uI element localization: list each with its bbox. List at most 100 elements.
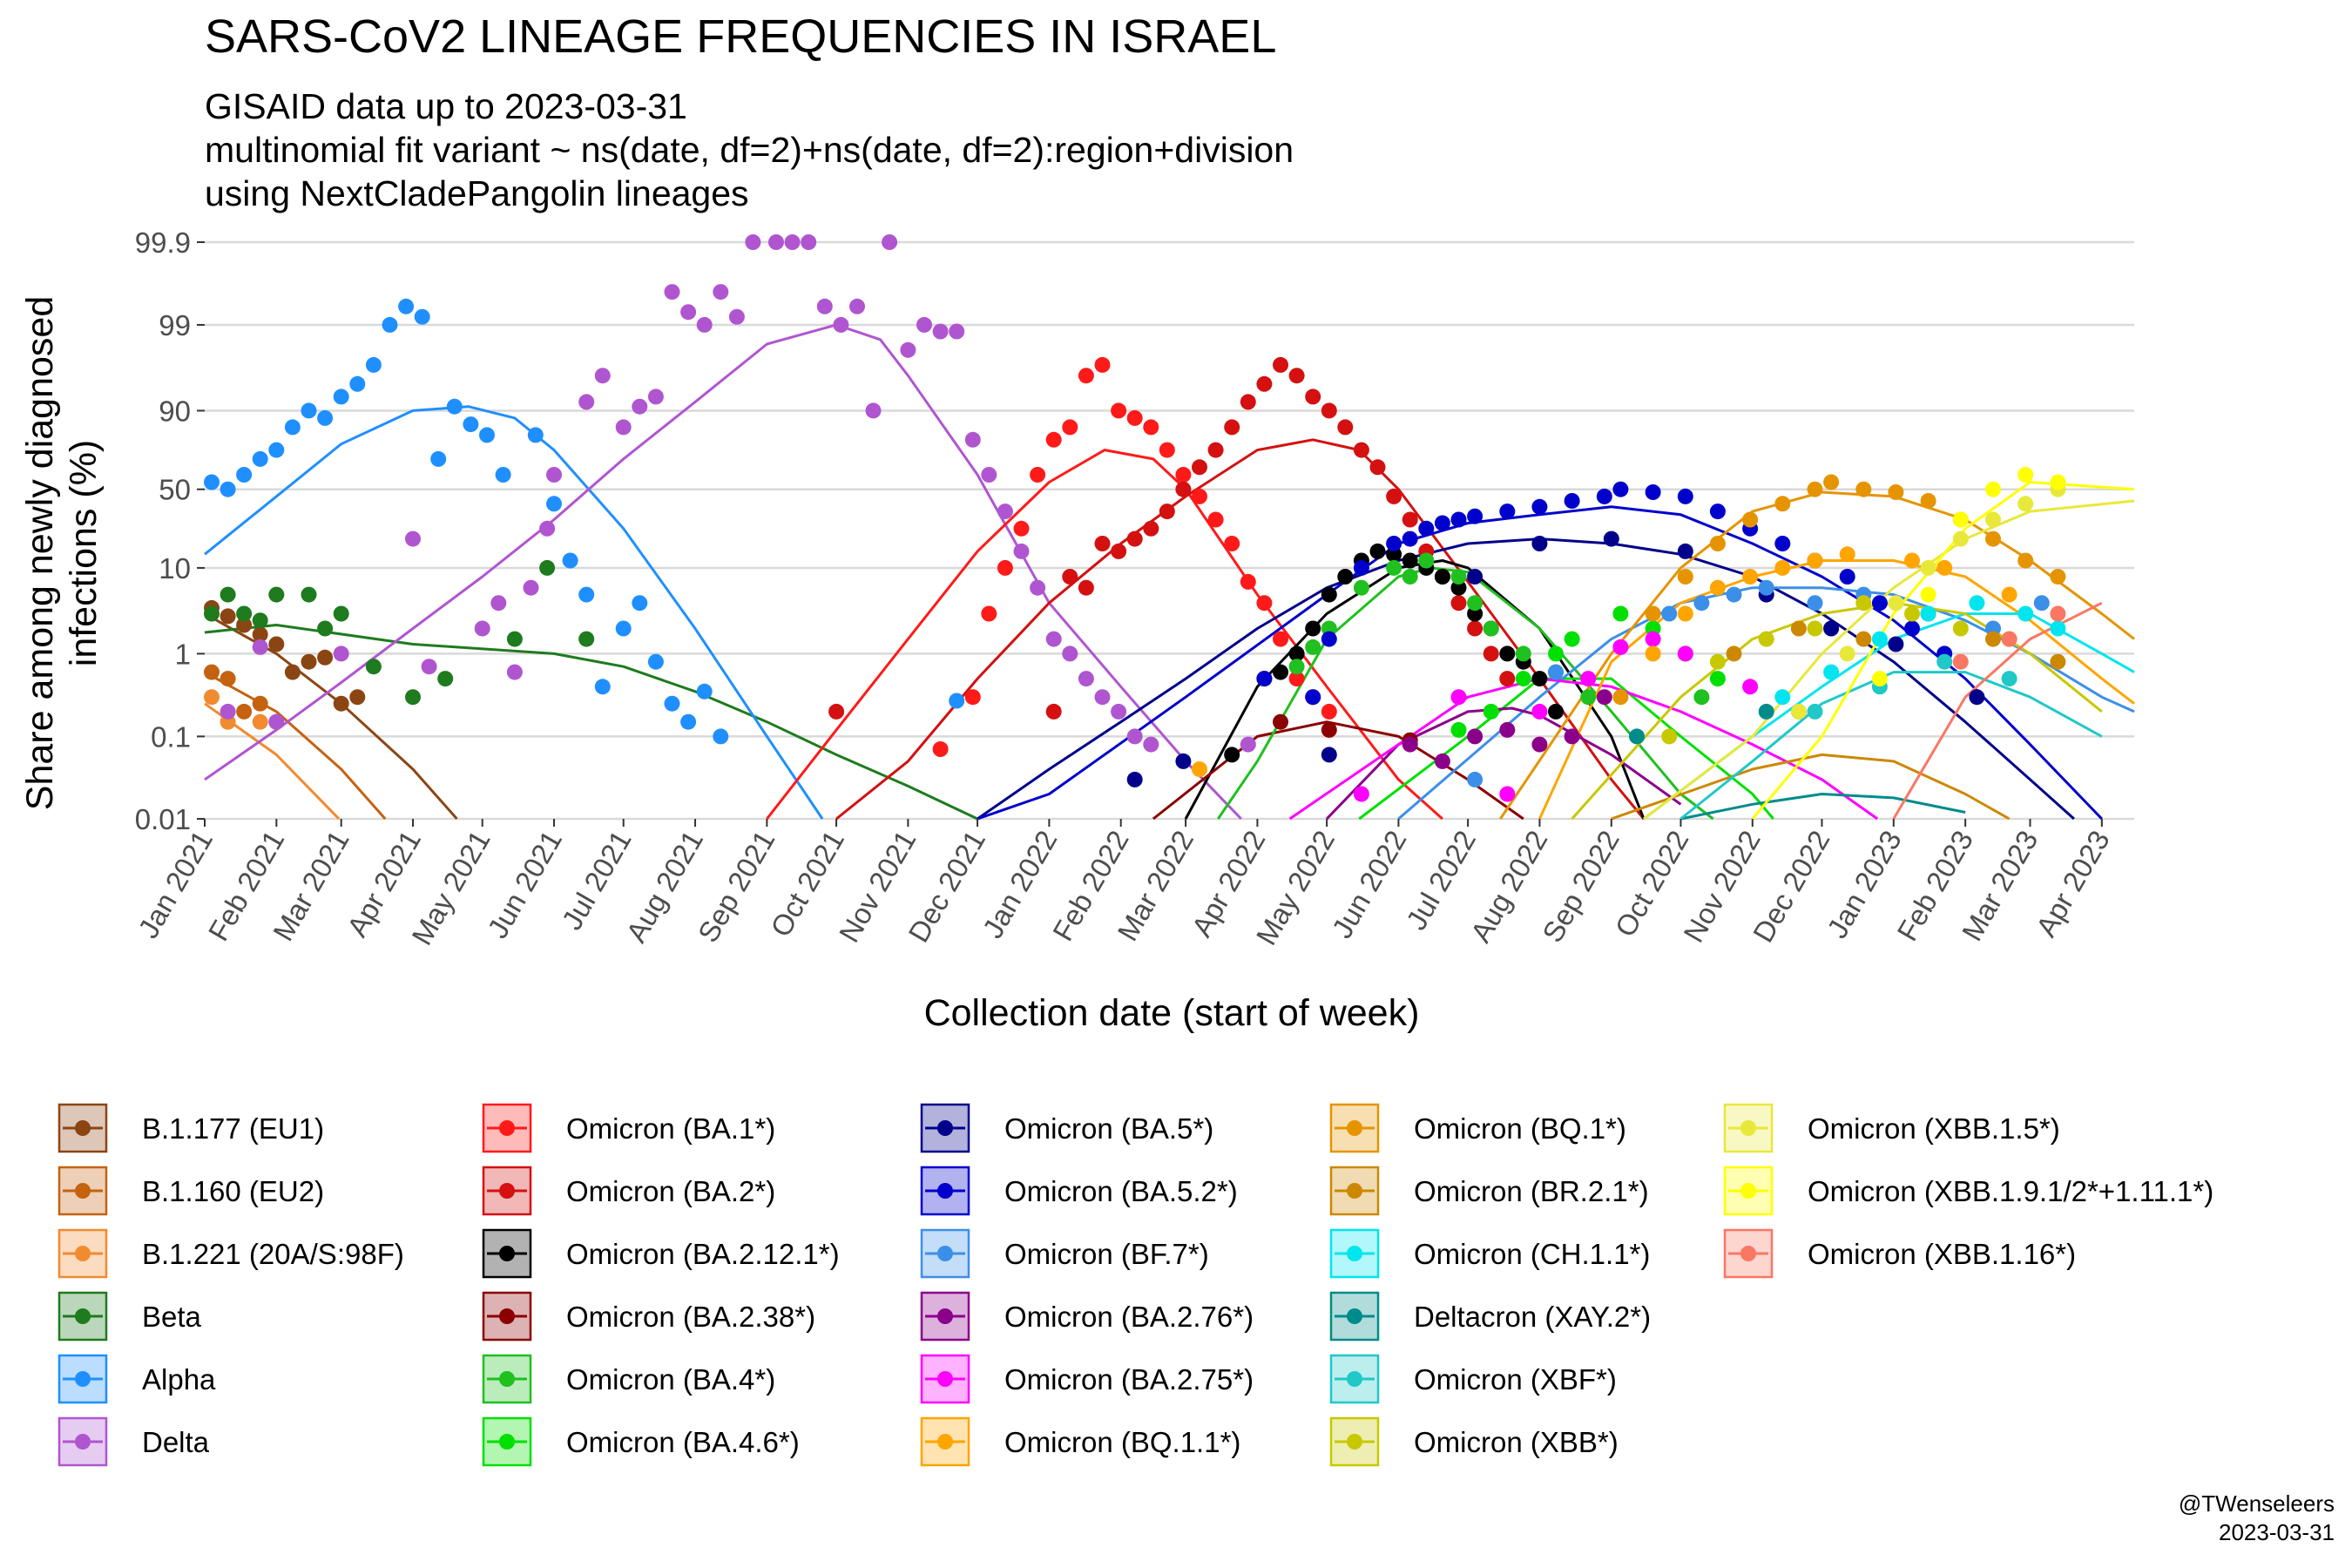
chart-subtitle-2: multinomial fit variant ~ ns(date, df=2)… bbox=[205, 130, 1294, 170]
point-omicron-bq-1 bbox=[1742, 511, 1759, 528]
legend-dot bbox=[937, 1308, 953, 1324]
point-alpha bbox=[317, 409, 334, 426]
y-tick-label: 1 bbox=[175, 638, 191, 670]
point-delta bbox=[1062, 645, 1078, 662]
point-delta bbox=[333, 645, 349, 662]
fit-line-alpha bbox=[204, 405, 824, 820]
point-omicron-ba-2 bbox=[1175, 481, 1192, 497]
point-omicron-ba-1 bbox=[1062, 419, 1078, 436]
point-omicron-ba-2 bbox=[1369, 459, 1386, 476]
point-alpha bbox=[446, 398, 463, 415]
point-delta bbox=[1094, 689, 1111, 706]
legend-dot bbox=[1740, 1183, 1756, 1199]
point-omicron-bq-1 bbox=[1888, 484, 1904, 500]
legend-item-omicron-xbb-1-9-1-2-1-11-1: Omicron (XBB.1.9.1/2*+1.11.1*) bbox=[1723, 1166, 2213, 1216]
point-b-1-221-20a-s-98f bbox=[204, 689, 220, 706]
legend-label: Omicron (BA.1*) bbox=[566, 1112, 775, 1145]
point-alpha bbox=[284, 419, 301, 436]
point-alpha bbox=[632, 595, 648, 612]
point-omicron-bq-1 bbox=[1855, 481, 1872, 497]
point-delta bbox=[615, 419, 632, 436]
point-omicron-ba-5-2 bbox=[1709, 504, 1726, 520]
fit-line-omicron-bq-1 bbox=[1499, 490, 2135, 820]
point-b-1-160-eu2 bbox=[236, 703, 253, 720]
y-tick-label: 10 bbox=[159, 552, 191, 585]
point-omicron-bf-7 bbox=[1726, 586, 1742, 603]
fit-line-deltacron-xay-2 bbox=[1680, 793, 1966, 821]
point-delta bbox=[882, 234, 898, 250]
point-beta bbox=[252, 612, 268, 629]
legend-dot bbox=[499, 1434, 515, 1450]
legend-item-omicron-bq-1: Omicron (BQ.1*) bbox=[1329, 1103, 1626, 1153]
point-omicron-ba-2 bbox=[1240, 394, 1256, 410]
fit-line-omicron-xbb-1-5 bbox=[1643, 499, 2135, 821]
title-block: SARS-CoV2 LINEAGE FREQUENCIES IN ISRAEL … bbox=[205, 10, 1294, 213]
fit-line-omicron-ch-1-1 bbox=[1643, 612, 2135, 821]
point-alpha bbox=[349, 375, 366, 392]
point-omicron-ba-4 bbox=[1288, 659, 1305, 675]
legend-item-omicron-ba-2-38: Omicron (BA.2.38*) bbox=[482, 1291, 815, 1342]
legend-item-omicron-ba-5-2: Omicron (BA.5.2*) bbox=[920, 1166, 1238, 1216]
legend-item-b-1-177-eu1: B.1.177 (EU1) bbox=[57, 1103, 324, 1153]
point-alpha bbox=[713, 728, 729, 745]
point-delta bbox=[1030, 579, 1046, 596]
point-omicron-ba-2 bbox=[1450, 595, 1467, 612]
point-omicron-ba-5-2 bbox=[1564, 493, 1580, 509]
point-omicron-xbb-1-16 bbox=[2001, 631, 2017, 647]
point-omicron-ba-1 bbox=[1111, 402, 1127, 419]
point-omicron-ba-2-75 bbox=[1353, 786, 1369, 802]
y-axis-label-line-2: infections (%) bbox=[63, 440, 105, 666]
legend-dot bbox=[1347, 1371, 1362, 1387]
point-omicron-ba-4 bbox=[1353, 579, 1369, 596]
point-alpha bbox=[647, 653, 664, 670]
point-omicron-ba-2 bbox=[1062, 569, 1078, 585]
legend-dot bbox=[75, 1434, 91, 1450]
y-tick-label: 99.9 bbox=[135, 226, 191, 259]
point-delta bbox=[745, 234, 761, 250]
point-omicron-ba-2-38 bbox=[1321, 721, 1337, 738]
point-beta bbox=[506, 631, 523, 647]
fit-line-omicron-xbf bbox=[1680, 671, 2103, 821]
point-omicron-ba-2-12-1 bbox=[1450, 579, 1467, 596]
point-omicron-xbb-1-9-1-2-1-11-1 bbox=[1871, 671, 1888, 687]
point-omicron-ba-4 bbox=[1580, 689, 1597, 706]
point-omicron-ba-2-12-1 bbox=[1467, 605, 1484, 622]
legend-item-b-1-221-20a-s-98f: B.1.221 (20A/S:98F) bbox=[57, 1228, 404, 1279]
legend-label: Omicron (BA.2.12.1*) bbox=[566, 1238, 840, 1270]
point-omicron-ba-2-12-1 bbox=[1321, 586, 1337, 603]
point-omicron-ba-5-2 bbox=[1450, 511, 1467, 528]
point-omicron-ba-2-12-1 bbox=[1288, 645, 1305, 662]
point-omicron-bq-1 bbox=[1774, 496, 1791, 512]
point-omicron-bf-7 bbox=[1758, 579, 1774, 596]
point-omicron-ba-5-2 bbox=[1353, 559, 1369, 576]
point-delta bbox=[680, 304, 697, 321]
point-omicron-xbb bbox=[1807, 620, 1823, 637]
point-omicron-ba-1 bbox=[1224, 536, 1240, 551]
point-delta bbox=[1111, 703, 1127, 720]
point-omicron-ba-5 bbox=[1467, 569, 1484, 585]
point-omicron-bq-1 bbox=[1807, 481, 1823, 497]
point-alpha bbox=[268, 442, 285, 458]
y-tick-label: 0.1 bbox=[151, 720, 191, 753]
legend-label: Omicron (CH.1.1*) bbox=[1414, 1238, 1650, 1270]
point-omicron-ba-2-12-1 bbox=[1369, 543, 1386, 559]
legend-dot bbox=[937, 1120, 953, 1136]
y-axis-title: Share among newly diagnosed infections (… bbox=[19, 296, 105, 810]
point-omicron-ba-2-75 bbox=[1499, 786, 1516, 802]
legend-item-omicron-ba-5: Omicron (BA.5*) bbox=[920, 1103, 1213, 1153]
legend-item-omicron-ba-2-75: Omicron (BA.2.75*) bbox=[920, 1354, 1254, 1404]
point-omicron-ba-4-6 bbox=[1548, 645, 1564, 662]
point-omicron-xbf bbox=[1936, 653, 1953, 670]
point-omicron-bq-1-1 bbox=[1677, 605, 1693, 622]
point-omicron-ba-4-6 bbox=[1709, 671, 1726, 687]
point-delta bbox=[1126, 728, 1143, 745]
point-omicron-xbb-1-9-1-2-1-11-1 bbox=[1985, 481, 2001, 497]
point-omicron-xbb-1-5 bbox=[1952, 531, 1969, 547]
chart-subtitle-3: using NextCladePangolin lineages bbox=[205, 173, 749, 213]
legend-item-omicron-bf-7: Omicron (BF.7*) bbox=[920, 1228, 1209, 1279]
point-alpha bbox=[615, 620, 632, 637]
point-delta bbox=[964, 431, 981, 448]
point-delta bbox=[981, 467, 997, 483]
legend-dot bbox=[1347, 1434, 1362, 1450]
point-b-1-160-eu2 bbox=[204, 664, 220, 680]
